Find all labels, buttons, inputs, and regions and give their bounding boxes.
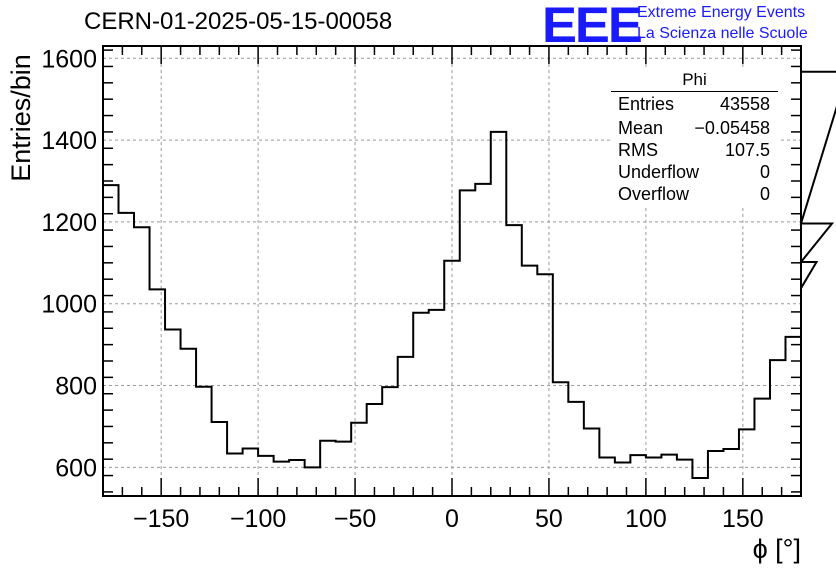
stats-row-overflow: Overflow 0 [618,184,770,206]
stats-box: Phi Entries 43558 Mean −0.05458 RMS 107.… [611,70,778,206]
stats-value: 43558 [719,94,770,114]
axis-ticks [102,46,802,496]
stats-row-mean: Mean −0.05458 [618,118,770,140]
y-tick-label: 1200 [41,209,97,237]
chart-title: CERN-01-2025-05-15-00058 [84,8,393,35]
histogram-line [103,70,836,479]
eee-logo: EEE [542,0,643,53]
stats-label: Mean [618,118,664,138]
stats-label: Overflow [618,184,690,204]
y-tick-label: 1000 [41,291,97,319]
x-tick-label: −50 [334,505,376,533]
stats-row-entries: Entries 43558 [618,94,770,116]
stats-box-title: Phi [682,70,707,89]
stats-label: Entries [618,94,675,114]
stats-value: −0.05458 [694,118,770,138]
logo-subtitle-1: Extreme Energy Events [637,4,806,21]
stats-label: Underflow [618,162,700,182]
y-tick-labels: 600 800 1000 1200 1400 1600 [41,45,97,482]
stats-box-divider [611,91,778,92]
x-tick-label: 150 [722,505,764,533]
stats-label: RMS [618,140,658,160]
y-tick-label: 600 [55,454,97,482]
x-tick-label: −150 [133,505,189,533]
logo-subtitle-2: La Scienza nelle Scuole [637,25,808,42]
x-tick-labels: −150 −100 −50 0 50 100 150 [133,505,764,533]
stats-value: 0 [759,162,770,182]
x-tick-label: 0 [445,505,459,533]
x-tick-label: −100 [230,505,286,533]
x-tick-label: 100 [625,505,667,533]
stats-value: 107.5 [724,140,770,160]
y-tick-label: 1400 [41,127,97,155]
stats-row-underflow: Underflow 0 [618,162,770,184]
x-axis-label: ϕ [°] [753,534,801,564]
stats-value: 0 [759,184,770,204]
y-tick-label: 1600 [41,45,97,73]
x-tick-label: 50 [535,505,563,533]
y-tick-label: 800 [55,373,97,401]
stats-row-rms: RMS 107.5 [618,140,770,162]
y-axis-label: Entries/bin [6,54,36,182]
